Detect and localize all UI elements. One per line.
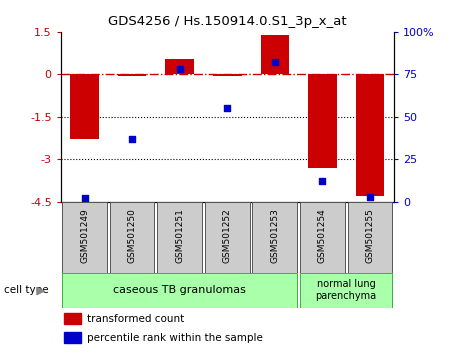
- Bar: [70, 74, 99, 139]
- Bar: [110, 202, 154, 273]
- Point: [319, 178, 326, 184]
- Text: normal lung
parenchyma: normal lung parenchyma: [315, 279, 377, 301]
- Bar: [62, 273, 297, 308]
- Bar: [64, 313, 81, 324]
- Text: percentile rank within the sample: percentile rank within the sample: [87, 333, 263, 343]
- Bar: [308, 74, 337, 168]
- Text: cell type: cell type: [4, 285, 49, 295]
- Text: ▶: ▶: [37, 285, 46, 295]
- Bar: [62, 202, 107, 273]
- Bar: [118, 74, 146, 76]
- Text: GSM501250: GSM501250: [128, 208, 137, 263]
- Text: transformed count: transformed count: [87, 314, 184, 324]
- Text: GSM501252: GSM501252: [223, 209, 232, 263]
- Text: GSM501253: GSM501253: [270, 208, 279, 263]
- Bar: [166, 59, 194, 74]
- Point: [224, 105, 231, 111]
- Point: [129, 136, 136, 142]
- Bar: [356, 74, 384, 196]
- Bar: [300, 273, 392, 308]
- Point: [271, 59, 279, 65]
- Bar: [205, 202, 250, 273]
- Text: caseous TB granulomas: caseous TB granulomas: [113, 285, 246, 295]
- Bar: [300, 202, 345, 273]
- Point: [81, 195, 88, 201]
- Bar: [158, 202, 202, 273]
- Text: GSM501249: GSM501249: [80, 209, 89, 263]
- Point: [176, 67, 183, 72]
- Bar: [64, 332, 81, 343]
- Bar: [252, 202, 297, 273]
- Bar: [261, 35, 289, 74]
- Title: GDS4256 / Hs.150914.0.S1_3p_x_at: GDS4256 / Hs.150914.0.S1_3p_x_at: [108, 15, 346, 28]
- Point: [366, 194, 373, 200]
- Text: GSM501251: GSM501251: [175, 208, 184, 263]
- Bar: [347, 202, 392, 273]
- Text: GSM501255: GSM501255: [365, 208, 374, 263]
- Text: GSM501254: GSM501254: [318, 209, 327, 263]
- Bar: [213, 74, 242, 76]
